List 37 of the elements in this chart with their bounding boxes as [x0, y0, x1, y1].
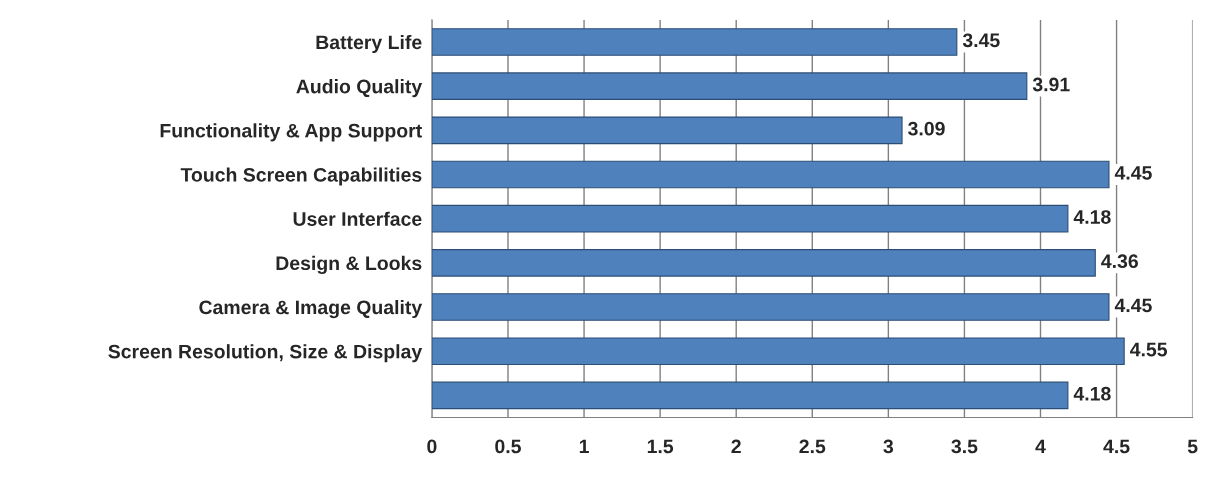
bar [431, 249, 1096, 277]
bar [431, 381, 1069, 410]
x-tick-label: 5 [1187, 439, 1198, 454]
bar [431, 28, 958, 56]
x-tick-label: 4 [1035, 439, 1046, 454]
x-tick-label: 3.5 [951, 439, 978, 454]
data-label: 3.91 [1032, 77, 1070, 92]
x-tick-label: 1.5 [647, 439, 674, 454]
x-tick-label: 4.5 [1103, 439, 1130, 454]
bar [431, 160, 1110, 189]
x-tick-label: 2 [731, 439, 741, 454]
x-tick-label: 3 [883, 439, 894, 454]
bar [431, 116, 903, 145]
bar [431, 337, 1125, 366]
y-tick-label: Touch Screen Capabilities [180, 167, 422, 186]
y-tick-label: User Interface [293, 211, 422, 226]
x-tick-label: 0.5 [495, 439, 521, 454]
data-label: 4.36 [1101, 254, 1138, 269]
data-label: 4.45 [1114, 298, 1152, 313]
data-label: 4.18 [1073, 386, 1111, 401]
data-label: 4.55 [1130, 342, 1168, 357]
y-tick-label: Design & Looks [276, 255, 422, 275]
y-tick-label: Functionality & App Support [160, 123, 422, 142]
y-tick-label: Audio Quality [296, 79, 423, 98]
bar [431, 72, 1028, 100]
data-label: 3.09 [908, 121, 945, 136]
data-label: 3.45 [962, 33, 1000, 48]
x-tick-label: 2.5 [799, 439, 826, 454]
x-tick-label: 1 [579, 439, 589, 454]
x-tick-label: 0 [427, 439, 437, 454]
bar [431, 293, 1110, 321]
y-tick-label: Camera & Image Quality [199, 299, 423, 319]
y-tick-label: Screen Resolution, Size & Display [108, 344, 423, 363]
bar [431, 204, 1069, 233]
data-label: 4.18 [1073, 210, 1111, 224]
y-tick-label: Battery Life [316, 34, 422, 54]
data-label: 4.45 [1114, 166, 1152, 180]
